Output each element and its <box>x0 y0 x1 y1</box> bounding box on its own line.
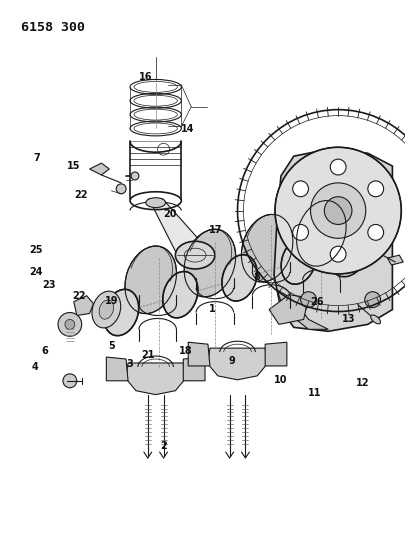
Text: 22: 22 <box>73 290 86 301</box>
Ellipse shape <box>297 200 346 266</box>
Polygon shape <box>277 290 328 329</box>
Text: 2: 2 <box>160 441 167 451</box>
Polygon shape <box>126 363 185 394</box>
Text: 18: 18 <box>179 346 193 356</box>
Text: 1: 1 <box>208 304 215 314</box>
Text: 3: 3 <box>126 359 133 369</box>
Text: 13: 13 <box>342 314 356 324</box>
Text: 17: 17 <box>209 224 223 235</box>
Ellipse shape <box>92 291 121 328</box>
Circle shape <box>65 319 75 329</box>
Circle shape <box>293 224 308 240</box>
Circle shape <box>63 374 77 387</box>
Circle shape <box>301 292 317 308</box>
Text: 14: 14 <box>181 124 195 134</box>
Circle shape <box>365 168 381 184</box>
Circle shape <box>293 181 308 197</box>
Circle shape <box>368 224 384 240</box>
Text: 12: 12 <box>356 377 370 387</box>
Text: 22: 22 <box>75 190 88 200</box>
Text: 8: 8 <box>253 272 260 282</box>
Text: 19: 19 <box>105 296 118 306</box>
Ellipse shape <box>281 238 316 284</box>
Polygon shape <box>188 342 210 366</box>
Ellipse shape <box>328 230 359 270</box>
Ellipse shape <box>328 223 368 277</box>
Ellipse shape <box>125 246 177 314</box>
Text: 23: 23 <box>42 280 56 290</box>
Circle shape <box>365 292 381 308</box>
Text: 7: 7 <box>33 154 40 164</box>
Text: 6: 6 <box>42 346 49 356</box>
Text: 6158 300: 6158 300 <box>20 21 84 34</box>
Text: 5: 5 <box>108 341 115 351</box>
Ellipse shape <box>222 255 257 301</box>
Polygon shape <box>74 296 93 316</box>
Circle shape <box>368 181 384 197</box>
Circle shape <box>310 183 366 238</box>
Polygon shape <box>90 163 109 175</box>
Text: 16: 16 <box>139 71 153 82</box>
Polygon shape <box>269 295 308 325</box>
Text: 9: 9 <box>229 357 235 367</box>
Text: 11: 11 <box>308 388 322 398</box>
Circle shape <box>330 159 346 175</box>
Text: 10: 10 <box>274 375 287 385</box>
Circle shape <box>116 184 126 194</box>
Polygon shape <box>183 357 205 381</box>
Text: 4: 4 <box>31 362 38 372</box>
Ellipse shape <box>184 229 236 297</box>
Ellipse shape <box>104 289 139 336</box>
Text: 21: 21 <box>141 350 154 360</box>
Ellipse shape <box>242 214 293 282</box>
Polygon shape <box>208 348 267 380</box>
Circle shape <box>58 312 82 336</box>
Circle shape <box>131 172 139 180</box>
Ellipse shape <box>175 241 215 269</box>
Text: 15: 15 <box>67 161 80 171</box>
Ellipse shape <box>99 300 113 319</box>
Polygon shape <box>106 357 128 381</box>
Circle shape <box>275 147 401 274</box>
Text: 20: 20 <box>163 209 177 219</box>
Polygon shape <box>388 255 403 265</box>
Ellipse shape <box>146 198 166 208</box>
Polygon shape <box>149 199 213 255</box>
Ellipse shape <box>163 271 198 318</box>
Ellipse shape <box>337 236 359 265</box>
Text: 26: 26 <box>310 297 324 307</box>
Ellipse shape <box>371 315 381 324</box>
Polygon shape <box>265 342 287 366</box>
Text: 25: 25 <box>29 245 42 255</box>
Circle shape <box>324 197 352 224</box>
Text: 24: 24 <box>29 267 42 277</box>
Circle shape <box>330 246 346 262</box>
Circle shape <box>301 168 317 184</box>
Polygon shape <box>274 149 392 332</box>
